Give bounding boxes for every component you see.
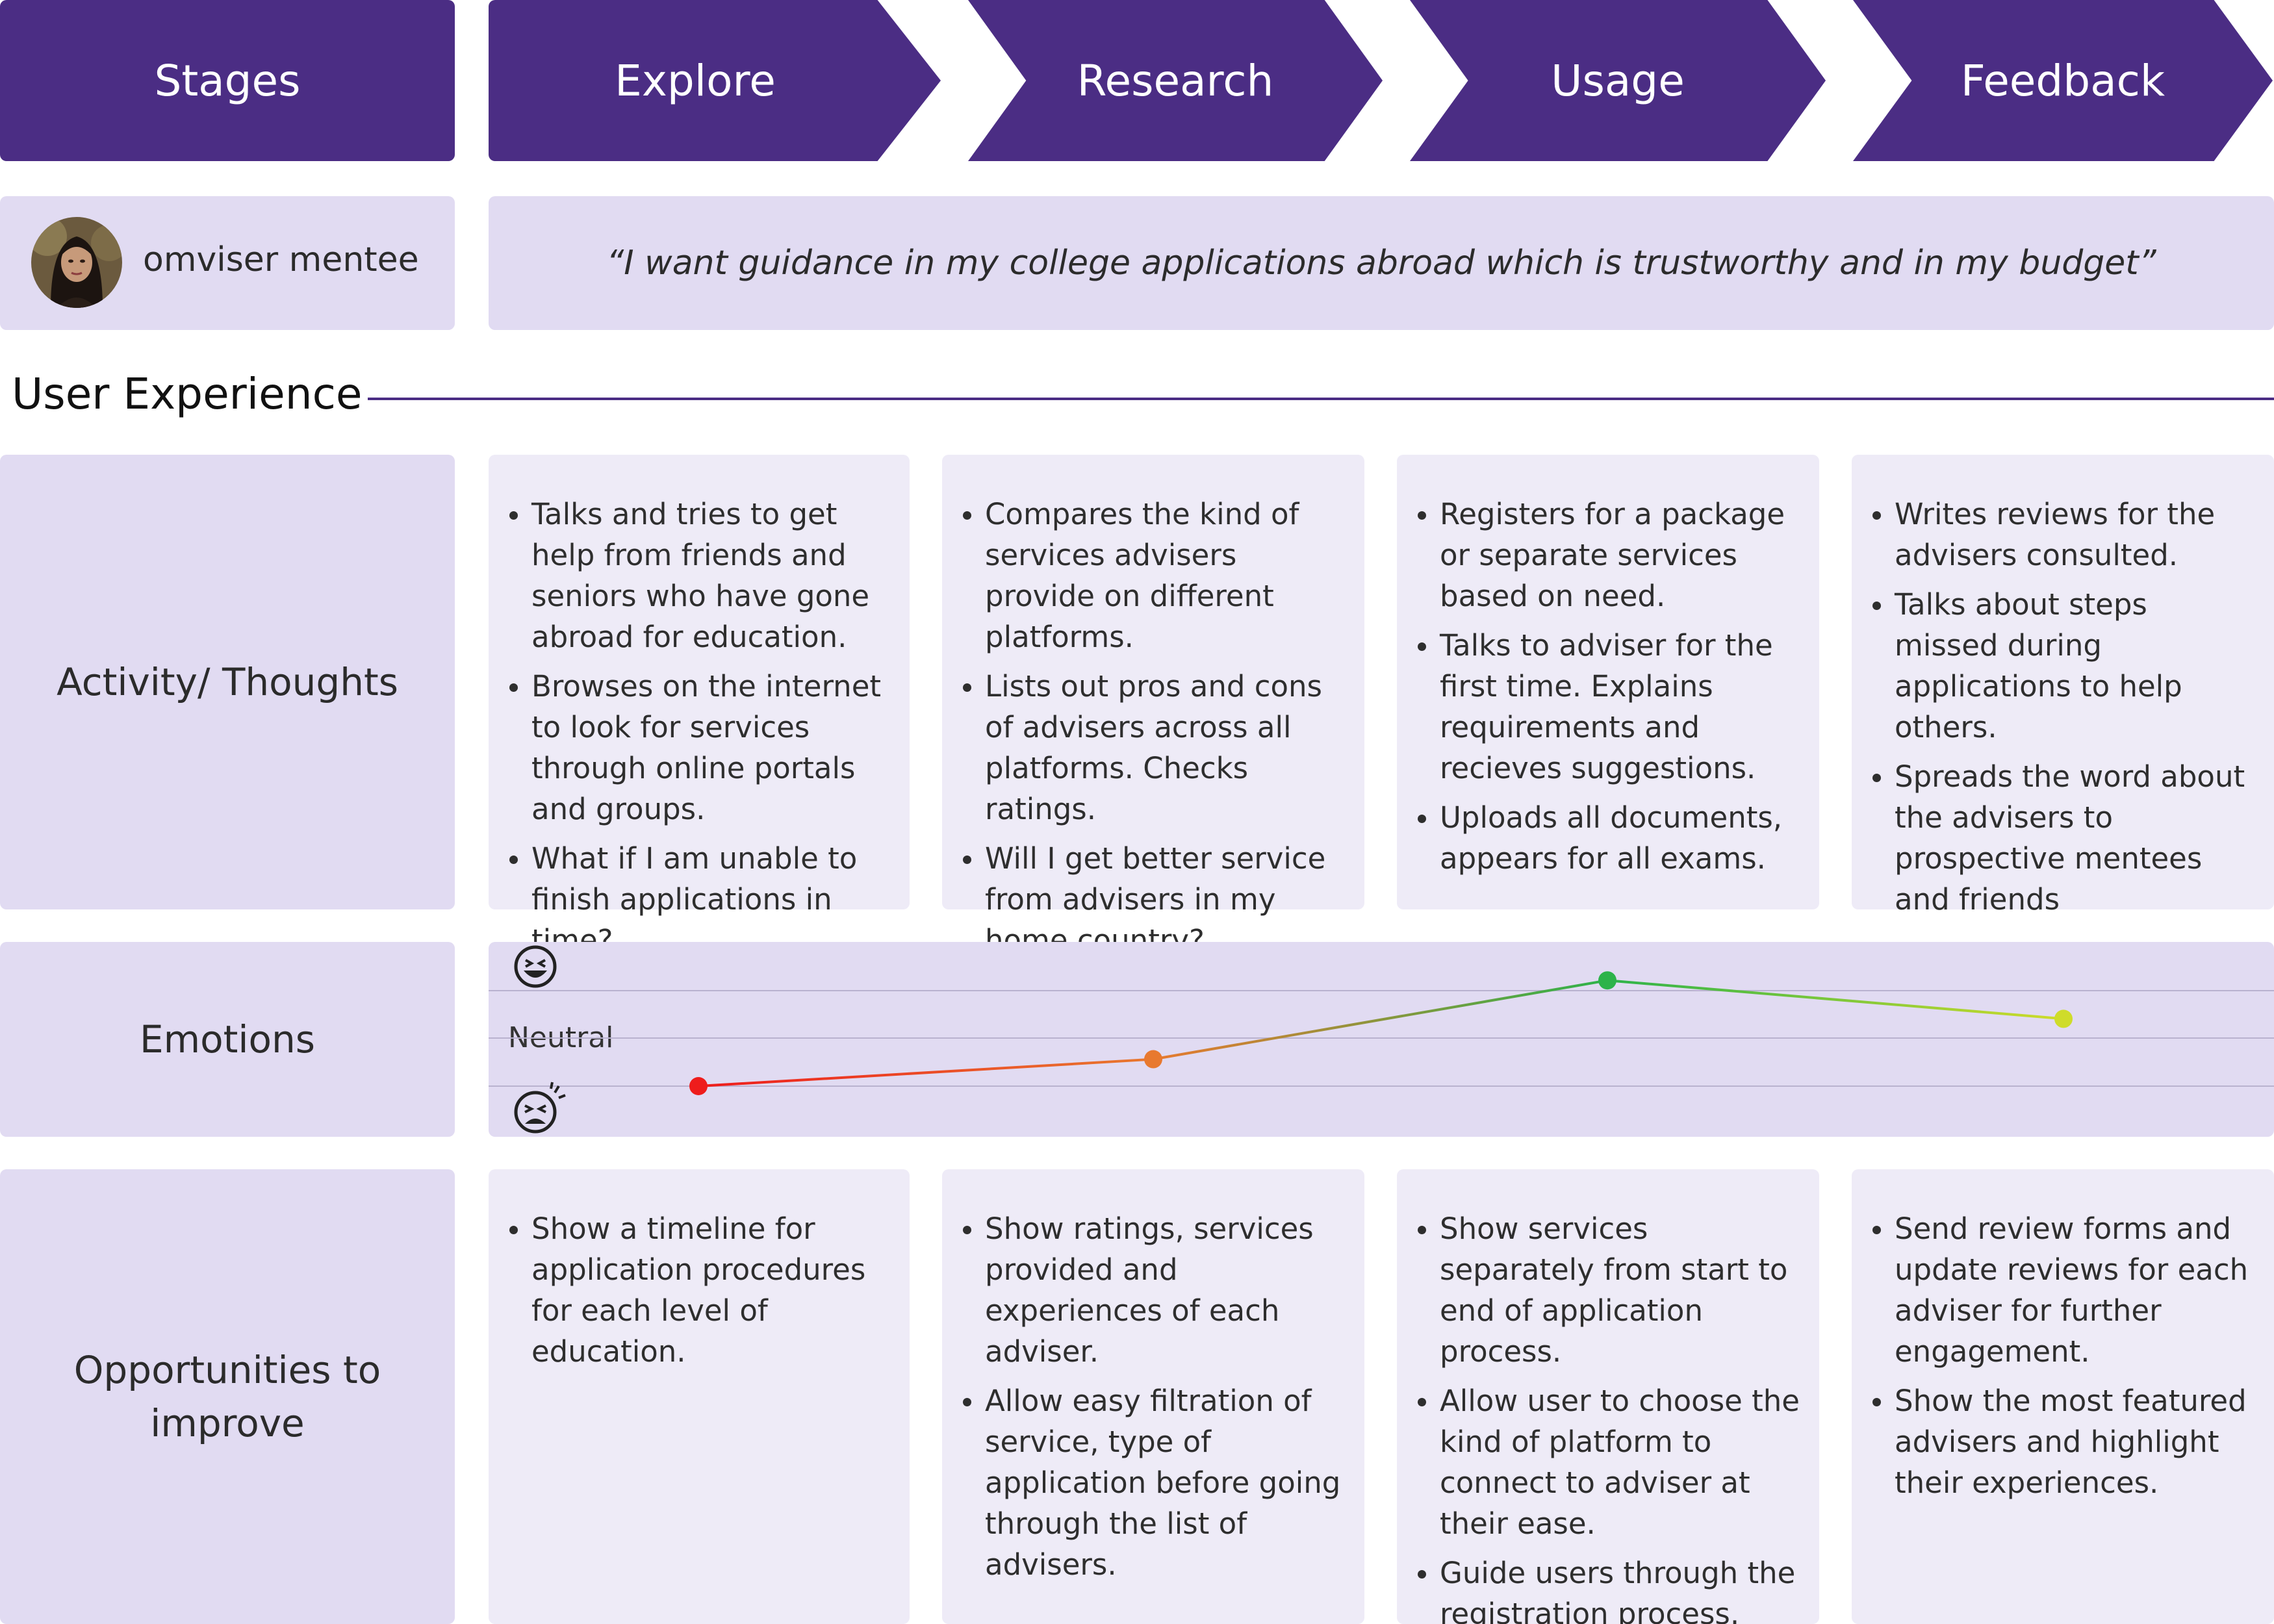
list-item: Will I get better service from advisers … [960, 838, 1350, 961]
list-item: Send review forms and update reviews for… [1870, 1208, 2260, 1372]
stage-explore: Explore [489, 0, 941, 161]
opportunity-card-feedback: Send review forms and update reviews for… [1852, 1169, 2274, 1624]
list-item: Talks about steps missed during applicat… [1870, 584, 2260, 748]
opportunity-card-research: Show ratings, services provided and expe… [942, 1169, 1364, 1624]
tired-face-icon [514, 1082, 566, 1134]
emotion-chart [489, 945, 2274, 1134]
list-item: Talks and tries to get help from friends… [507, 494, 895, 657]
list-item: Spreads the word about the advisers to p… [1870, 756, 2260, 920]
opportunities-label: Opportunities to improve [73, 1348, 381, 1445]
activity-card-research: Compares the kind of services advisers p… [942, 455, 1364, 958]
happy-face-icon [514, 945, 557, 988]
emotion-point [1144, 1050, 1162, 1069]
list-item: Talks to adviser for the first time. Exp… [1415, 625, 1805, 789]
activity-label-cell: Activity/ Thoughts [0, 455, 455, 909]
list-item: Guide users through the registration pro… [1415, 1553, 1805, 1624]
list-item: Compares the kind of services advisers p… [960, 494, 1350, 657]
emotions-label: Emotions [140, 1017, 315, 1061]
activity-card-feedback: Writes reviews for the advisers consulte… [1852, 455, 2274, 917]
activity-card-usage: Registers for a package or separate serv… [1397, 455, 1819, 909]
emotion-chart-area [489, 942, 2274, 1137]
stage-label: Feedback [1960, 55, 2165, 106]
list-item: Show the most featured advisers and high… [1870, 1380, 2260, 1503]
emotion-line-segment [698, 1058, 1154, 1087]
list-item: Writes reviews for the advisers consulte… [1870, 494, 2260, 576]
list-item: Show services separately from start to e… [1415, 1208, 1805, 1372]
section-title: User Experience [12, 369, 363, 419]
stages-label: Stages [154, 55, 301, 106]
list-item: Lists out pros and cons of advisers acro… [960, 666, 1350, 830]
stages-header: Stages [0, 0, 455, 161]
list-item: Uploads all documents, appears for all e… [1415, 797, 1805, 879]
emotions-label-cell: Emotions [0, 942, 455, 1137]
list-item: Browses on the internet to look for serv… [507, 666, 895, 830]
avatar [31, 217, 122, 308]
emotion-point [2054, 1009, 2073, 1028]
emotion-line-segment [1607, 979, 2064, 1021]
stage-feedback: Feedback [1853, 0, 2273, 161]
activity-card-explore: Talks and tries to get help from friends… [489, 455, 910, 958]
opportunity-card-explore: Show a timeline for application procedur… [489, 1169, 910, 1624]
list-item: Registers for a package or separate serv… [1415, 494, 1805, 616]
list-item: Show ratings, services provided and expe… [960, 1208, 1350, 1372]
emotion-point [1598, 971, 1616, 990]
section-divider [368, 398, 2274, 400]
activity-label: Activity/ Thoughts [57, 660, 398, 704]
persona-quote-card [489, 196, 2274, 330]
emotion-point [689, 1077, 708, 1095]
stage-label: Explore [615, 55, 776, 106]
opportunity-card-usage: Show services separately from start to e… [1397, 1169, 1819, 1624]
stage-label: Usage [1551, 55, 1685, 106]
emotion-line-segment [1153, 979, 1608, 1061]
persona-quote: “I want guidance in my college applicati… [606, 244, 2156, 283]
stage-label: Research [1077, 55, 1274, 106]
list-item: Allow easy filtration of service, type o… [960, 1380, 1350, 1585]
list-item: Allow user to choose the kind of platfor… [1415, 1380, 1805, 1544]
stage-research: Research [968, 0, 1383, 161]
stage-usage: Usage [1410, 0, 1826, 161]
persona-name: omviser mentee [143, 240, 419, 279]
list-item: Show a timeline for application procedur… [507, 1208, 895, 1372]
opportunities-label-cell: Opportunities to improve [0, 1169, 455, 1624]
